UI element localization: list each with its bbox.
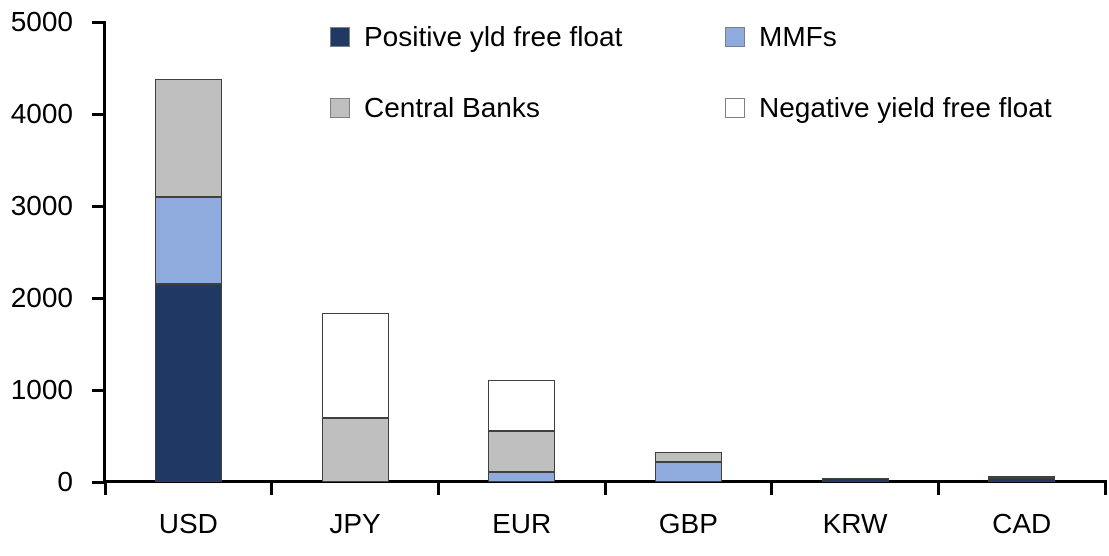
legend-item-positive-yld-free-float: Positive yld free float xyxy=(330,21,622,53)
x-axis-tick xyxy=(436,482,440,495)
legend-label: Central Banks xyxy=(364,92,540,123)
y-axis-tick xyxy=(92,112,105,116)
x-axis-tick xyxy=(603,482,607,495)
y-axis-tick xyxy=(92,296,105,300)
y-axis-line xyxy=(103,21,106,483)
x-axis-category-label: EUR xyxy=(492,508,552,539)
bar-segment-gbp xyxy=(654,451,722,462)
x-axis-tick xyxy=(1103,482,1107,495)
bar-segment-eur xyxy=(488,379,556,432)
y-axis-tick-label: 2000 xyxy=(10,282,73,313)
y-axis-tick-label: 0 xyxy=(57,466,73,497)
x-axis-category-label: JPY xyxy=(329,508,381,539)
bar-segment-usd xyxy=(154,284,222,482)
x-axis-tick xyxy=(103,482,107,495)
x-axis-category-label: GBP xyxy=(658,508,718,539)
y-axis-tick-label: 3000 xyxy=(10,190,73,221)
legend-swatch-central-banks xyxy=(330,98,350,118)
legend-label: MMFs xyxy=(759,21,837,52)
bar-segment-jpy xyxy=(321,417,389,482)
x-axis-category-label: USD xyxy=(158,508,218,539)
y-axis-tick-label: 5000 xyxy=(10,6,73,37)
legend-label: Positive yld free float xyxy=(364,21,623,52)
y-axis-tick xyxy=(92,204,105,208)
y-axis-tick xyxy=(92,388,105,392)
y-axis-tick-label: 1000 xyxy=(10,374,73,405)
bar-segment-eur xyxy=(488,471,556,482)
legend-swatch-negative-yield-free-float xyxy=(725,98,745,118)
bar-segment-cad xyxy=(988,475,1056,479)
legend-item-mmfs: MMFs xyxy=(725,21,837,53)
legend-swatch-positive-yld-free-float xyxy=(330,27,350,47)
bar-segment-gbp xyxy=(654,461,722,482)
bar-segment-cad xyxy=(988,478,1056,482)
bar-segment-jpy xyxy=(321,312,389,418)
bar-segment-usd xyxy=(154,79,222,197)
bar-segment-eur xyxy=(488,431,556,472)
legend-swatch-mmfs xyxy=(725,27,745,47)
x-axis-tick xyxy=(936,482,940,495)
y-axis-tick xyxy=(92,20,105,24)
x-axis-tick xyxy=(270,482,274,495)
legend-label: Negative yield free float xyxy=(759,92,1052,123)
legend-item-negative-yield-free-float: Negative yield free float xyxy=(725,92,1052,124)
y-axis-tick xyxy=(92,480,105,484)
bar-segment-usd xyxy=(154,196,222,285)
x-axis-category-label: KRW xyxy=(822,508,888,539)
legend-item-central-banks: Central Banks xyxy=(330,92,540,124)
x-axis-category-label: CAD xyxy=(992,508,1052,539)
x-axis-tick xyxy=(770,482,774,495)
bar-segment-krw xyxy=(821,478,889,482)
x-axis-line xyxy=(103,480,1107,483)
y-axis-tick-label: 4000 xyxy=(10,98,73,129)
